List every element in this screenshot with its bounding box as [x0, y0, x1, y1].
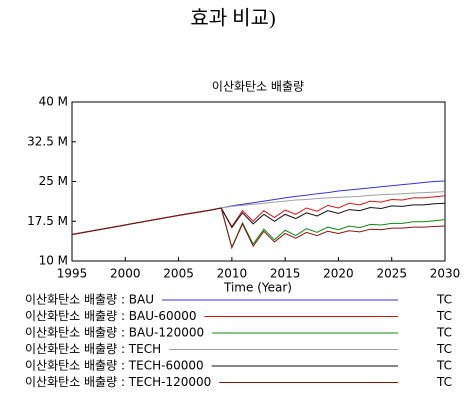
- legend-unit: TC: [436, 375, 452, 389]
- legend-unit: TC: [436, 326, 452, 340]
- x-tick-label: 2030: [430, 267, 461, 281]
- y-tick-label: 10 M: [39, 254, 68, 268]
- x-tick-label: 2020: [323, 267, 354, 281]
- x-tick-label: 2025: [376, 267, 407, 281]
- legend-label: 이산화탄소 배출량 : TECH-120000: [25, 375, 211, 389]
- legend-label: 이산화탄소 배출량 : BAU-60000: [25, 309, 197, 323]
- x-tick-label: 2005: [163, 267, 194, 281]
- series-line: [71, 207, 446, 249]
- series-line: [71, 180, 446, 235]
- series-line: [71, 207, 446, 250]
- series-line: [71, 191, 446, 235]
- x-tick-label: 1995: [57, 267, 88, 281]
- y-tick-label: 32.5 M: [27, 134, 68, 148]
- x-tick-label: 2010: [217, 267, 248, 281]
- legend-label: 이산화탄소 배출량 : BAU: [25, 293, 154, 307]
- legend-unit: TC: [436, 293, 452, 307]
- legend-label: 이산화탄소 배출량 : BAU-120000: [25, 326, 204, 340]
- legend-unit: TC: [436, 359, 452, 373]
- legend-label: 이산화탄소 배출량 : TECH-60000: [25, 359, 204, 373]
- chart-title: 이산화탄소 배출량: [212, 80, 304, 94]
- x-axis-label: Time (Year): [223, 281, 292, 295]
- x-tick-label: 2015: [270, 267, 301, 281]
- page-heading: 효과 비교): [190, 7, 275, 30]
- series-line: [71, 202, 446, 235]
- y-tick-label: 25 M: [39, 174, 68, 188]
- x-tick-label: 2000: [110, 267, 141, 281]
- y-tick-label: 40 M: [39, 95, 68, 109]
- y-tick-label: 17.5 M: [27, 214, 68, 228]
- legend-unit: TC: [436, 342, 452, 356]
- legend-label: 이산화탄소 배출량 : TECH: [25, 342, 161, 356]
- legend-unit: TC: [436, 309, 452, 323]
